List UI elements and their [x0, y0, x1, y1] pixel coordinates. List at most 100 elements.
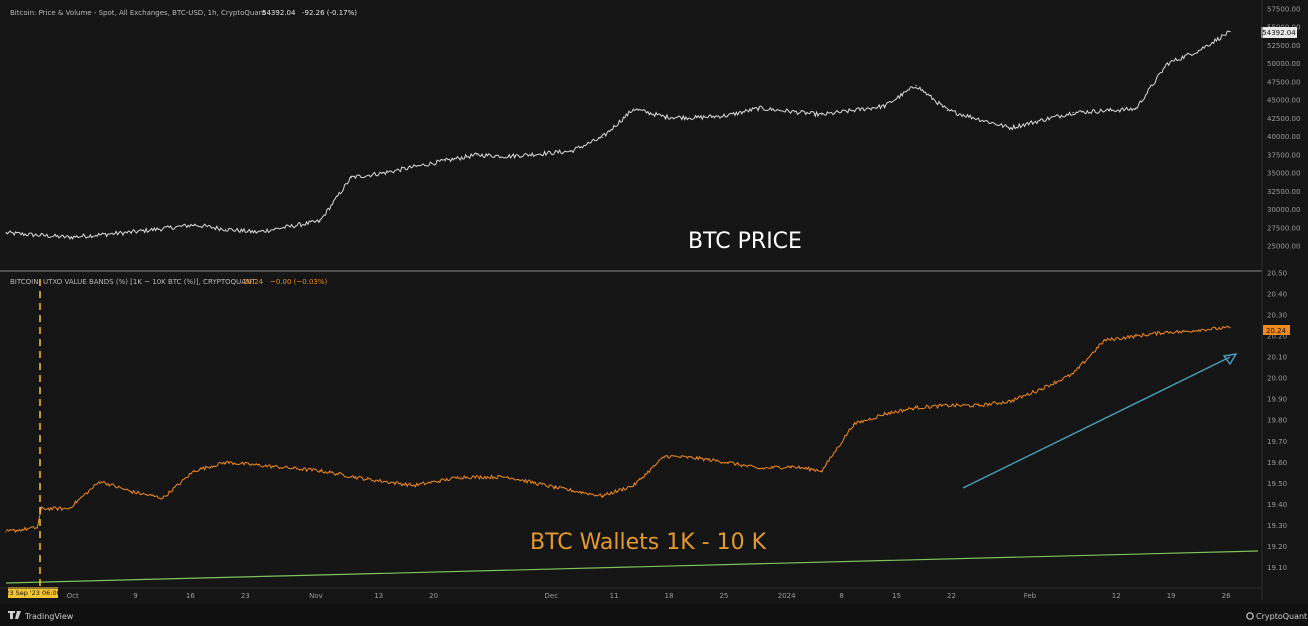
- price-point: [350, 176, 352, 179]
- utxo-ytick: 19.50: [1267, 480, 1287, 488]
- x-tick-label: Feb: [1024, 592, 1037, 600]
- price-ytick: 25000.00: [1267, 243, 1300, 251]
- price-ytick: 40000.00: [1267, 133, 1300, 141]
- x-tick-label: 9: [133, 592, 137, 600]
- utxo-ytick: 19.30: [1267, 522, 1287, 530]
- utxo-ytick: 20.40: [1267, 291, 1287, 299]
- utxo-ytick: 19.10: [1267, 564, 1287, 572]
- utxo-point: [68, 507, 70, 510]
- utxo-point: [1229, 327, 1231, 329]
- utxo-point: [852, 423, 854, 426]
- price-ytick: 47500.00: [1267, 78, 1300, 86]
- crosshair-label: 23 Sep '23 06:00: [5, 589, 61, 597]
- x-tick-label: 25: [719, 592, 728, 600]
- utxo-ytick: 20.00: [1267, 375, 1287, 383]
- price-point: [68, 236, 70, 238]
- price-point: [884, 105, 886, 107]
- utxo-point: [130, 491, 133, 493]
- price-point: [1135, 108, 1137, 110]
- x-tick-label: Dec: [545, 592, 559, 600]
- price-point: [1009, 127, 1011, 129]
- price-point: [382, 172, 384, 174]
- price-point: [1198, 49, 1200, 52]
- utxo-point: [664, 455, 666, 457]
- utxo-line: [5, 325, 1231, 534]
- price-y-axis: 25000.00 27500.00 30000.00 32500.00 35000.00…: [1267, 6, 1300, 251]
- price-point: [633, 108, 635, 110]
- utxo-point: [319, 470, 321, 472]
- price-ytick: 57500.00: [1267, 6, 1300, 14]
- x-tick-label: Nov: [309, 592, 323, 600]
- x-tick-label: 20: [429, 592, 438, 600]
- utxo-point: [1166, 331, 1168, 333]
- tradingview-brand[interactable]: TradingView: [24, 612, 74, 621]
- price-tag-box: [1261, 27, 1297, 38]
- utxo-point: [978, 404, 980, 407]
- utxo-big-label: BTC Wallets 1K - 10 K: [530, 530, 767, 555]
- utxo-point: [633, 484, 635, 487]
- price-point: [695, 117, 698, 119]
- x-tick-label: 13: [374, 592, 383, 600]
- price-point: [476, 154, 478, 156]
- trend-arrow-head-icon: [1222, 353, 1238, 366]
- utxo-point: [366, 478, 368, 480]
- utxo-point: [1182, 331, 1184, 333]
- utxo-ytick: 19.90: [1267, 396, 1287, 404]
- utxo-point: [695, 457, 698, 459]
- price-point: [1229, 31, 1231, 33]
- price-ytick: 52500.00: [1267, 42, 1300, 50]
- utxo-panel-header: BITCOIN: UTXO VALUE BANDS (%) [1K ~ 10K …: [10, 278, 256, 286]
- price-tag: 54392.04: [1262, 29, 1296, 37]
- utxo-point: [413, 484, 415, 487]
- branding-bar: [0, 604, 1308, 626]
- price-point: [1166, 63, 1168, 65]
- price-point: [570, 150, 572, 152]
- utxo-point: [36, 526, 38, 529]
- x-tick-label: 12: [1112, 592, 1121, 600]
- utxo-point: [162, 497, 164, 499]
- x-tick-label: 16: [186, 592, 195, 600]
- price-ytick: 50000.00: [1267, 60, 1300, 68]
- utxo-point: [272, 465, 274, 468]
- utxo-ytick: 20.50: [1267, 270, 1287, 278]
- utxo-point: [554, 486, 556, 489]
- price-point: [256, 231, 258, 233]
- utxo-ytick: 20.20: [1267, 333, 1287, 341]
- utxo-panel: BITCOIN: UTXO VALUE BANDS (%) [1K ~ 10K …: [5, 270, 1290, 584]
- x-tick-label: 18: [665, 592, 674, 600]
- price-change: -92.26 (-0.17%): [302, 9, 357, 17]
- price-point: [444, 160, 446, 162]
- x-tick-label: Oct: [67, 592, 79, 600]
- utxo-tag: 20.24: [1266, 327, 1287, 335]
- price-point: [225, 228, 227, 230]
- price-ytick: 45000.00: [1267, 97, 1300, 105]
- utxo-series: [5, 325, 1231, 534]
- price-point: [193, 224, 195, 226]
- price-ytick: 32500.00: [1267, 188, 1300, 196]
- cryptoquant-logo-icon: [1246, 612, 1254, 620]
- price-series: [5, 30, 1231, 240]
- crosshair-label-box: [8, 587, 58, 598]
- price-point: [821, 114, 823, 116]
- utxo-point: [193, 470, 195, 472]
- price-point: [727, 114, 729, 117]
- utxo-point: [790, 465, 792, 468]
- utxo-ytick: 20.30: [1267, 312, 1287, 320]
- utxo-point: [946, 404, 949, 407]
- price-line: [5, 30, 1231, 240]
- x-tick-label: 26: [1222, 592, 1231, 600]
- trend-arrow-line: [962, 356, 1231, 489]
- utxo-point: [758, 468, 760, 470]
- utxo-point: [1041, 388, 1043, 390]
- tradingview-logo-icon: [8, 611, 21, 619]
- price-point: [601, 136, 603, 138]
- utxo-point: [460, 476, 462, 478]
- price-last-value: 54392.04: [262, 9, 296, 17]
- utxo-point: [40, 507, 42, 510]
- utxo-point: [601, 495, 603, 497]
- green-trend-line: [5, 550, 1259, 584]
- utxo-point: [5, 531, 7, 533]
- utxo-ytick: 19.40: [1267, 501, 1287, 509]
